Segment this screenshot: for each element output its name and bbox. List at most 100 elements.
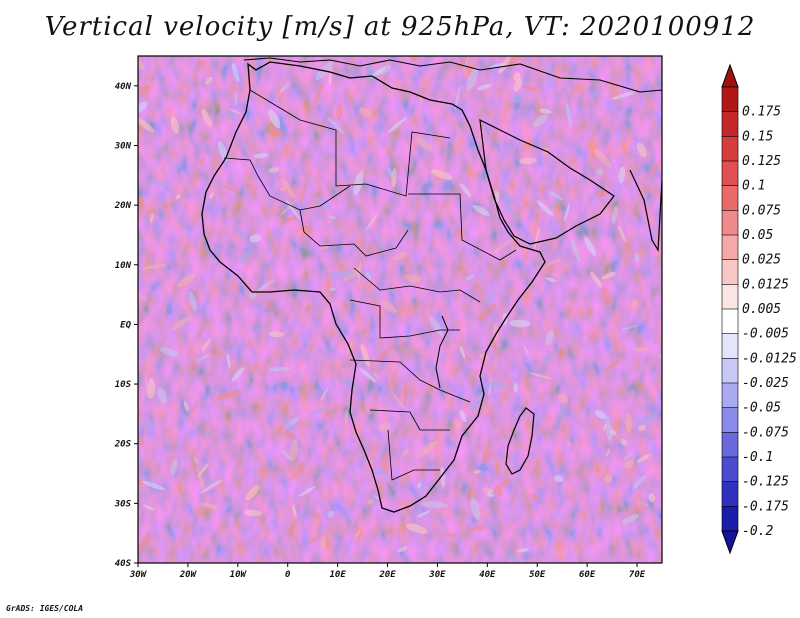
field-patch bbox=[521, 85, 540, 92]
field-patch bbox=[565, 102, 572, 126]
latitude-axis: 40N 30N 20N 10N EQ 10S 20S 30S 40S bbox=[114, 82, 138, 569]
field-patch bbox=[298, 485, 317, 497]
field-patch bbox=[498, 56, 511, 74]
field-patch bbox=[218, 141, 228, 162]
lon-tick-label: 60E bbox=[579, 570, 596, 580]
field-patch bbox=[284, 430, 297, 440]
field-patch bbox=[234, 92, 238, 106]
field-patch bbox=[605, 359, 621, 371]
field-patch bbox=[545, 63, 551, 87]
field-patch bbox=[327, 510, 335, 518]
field-patch bbox=[365, 271, 372, 281]
field-patch bbox=[380, 300, 397, 313]
field-patch bbox=[508, 472, 524, 485]
field-patch bbox=[360, 343, 370, 368]
field-patch bbox=[477, 84, 492, 90]
field-patch bbox=[478, 353, 490, 360]
field-patch bbox=[170, 316, 192, 331]
colorbar-label: -0.2 bbox=[742, 524, 773, 539]
field-patch bbox=[605, 415, 613, 442]
field-patch bbox=[336, 102, 344, 120]
field-patch bbox=[548, 191, 564, 201]
field-patch bbox=[365, 213, 378, 232]
field-patch bbox=[621, 514, 640, 525]
field-patch bbox=[532, 114, 548, 127]
field-patch bbox=[605, 448, 611, 457]
lat-tick-label: 40S bbox=[115, 559, 132, 569]
field-patch bbox=[196, 353, 210, 362]
field-patch bbox=[204, 430, 216, 436]
field-patch bbox=[183, 401, 189, 412]
field-patch bbox=[196, 60, 207, 67]
field-patch bbox=[245, 485, 260, 501]
field-patch bbox=[391, 167, 397, 188]
field-patch bbox=[516, 548, 530, 553]
field-patch bbox=[353, 170, 364, 196]
field-patch bbox=[371, 293, 378, 299]
coastline-africa bbox=[201, 61, 546, 513]
colorbar-swatch bbox=[721, 333, 739, 359]
field-patch bbox=[620, 325, 637, 331]
field-patch bbox=[267, 129, 285, 137]
field-patch bbox=[232, 62, 240, 82]
field-patch bbox=[648, 493, 656, 503]
lat-tick-label: 40N bbox=[115, 82, 132, 92]
field-patch bbox=[634, 414, 658, 426]
field-patch bbox=[244, 509, 262, 517]
colorbar-swatch bbox=[721, 160, 739, 187]
lon-tick-label: 30W bbox=[129, 570, 148, 580]
field-patch bbox=[372, 495, 381, 500]
field-patch bbox=[560, 271, 565, 284]
colorbar-swatch bbox=[721, 111, 739, 137]
field-patch bbox=[590, 271, 602, 288]
field-patch bbox=[392, 392, 405, 410]
colorbar-swatch bbox=[721, 86, 739, 113]
field-patches bbox=[138, 56, 662, 563]
field-patch bbox=[484, 381, 507, 389]
field-patch bbox=[329, 287, 336, 291]
colorbar-bottom-arrow bbox=[721, 530, 739, 555]
field-patch bbox=[454, 420, 462, 428]
field-patch bbox=[138, 316, 142, 324]
field-patch bbox=[320, 536, 327, 551]
field-patch bbox=[559, 404, 566, 419]
field-patch bbox=[634, 346, 651, 352]
field-patch bbox=[602, 423, 607, 432]
field-patch bbox=[642, 186, 650, 195]
field-patch bbox=[387, 117, 407, 133]
colorbar-label: -0.005 bbox=[742, 327, 789, 342]
field-patch bbox=[138, 438, 145, 446]
field-patch bbox=[618, 225, 626, 242]
field-patch bbox=[418, 480, 424, 497]
colorbar-swatch bbox=[721, 259, 739, 285]
lon-tick-label: 20E bbox=[378, 570, 396, 580]
field-patch bbox=[280, 83, 290, 91]
field-patch bbox=[463, 56, 474, 69]
lat-tick-label: 20S bbox=[114, 440, 132, 450]
field-patch bbox=[313, 82, 324, 104]
field-patch bbox=[602, 287, 612, 306]
coastline-europe bbox=[243, 57, 662, 93]
field-patch bbox=[403, 380, 408, 405]
field-patch bbox=[281, 450, 294, 462]
colorbar-swatch bbox=[721, 506, 739, 532]
field-patch bbox=[509, 319, 531, 328]
field-patch bbox=[253, 153, 268, 159]
field-patch bbox=[142, 480, 165, 491]
map-frame bbox=[137, 55, 663, 564]
field-patch bbox=[404, 274, 422, 283]
field-patch bbox=[196, 324, 205, 339]
field-patch bbox=[209, 192, 214, 199]
field-patch bbox=[483, 487, 489, 494]
field-patch bbox=[545, 330, 554, 346]
field-patch bbox=[378, 422, 391, 432]
field-patch bbox=[512, 95, 524, 104]
field-patch bbox=[441, 532, 457, 537]
field-patch bbox=[601, 271, 616, 280]
field-patch bbox=[591, 88, 604, 99]
field-patch bbox=[473, 469, 481, 474]
field-patch bbox=[138, 195, 145, 207]
field-patch bbox=[610, 429, 617, 436]
field-patch bbox=[292, 504, 297, 518]
